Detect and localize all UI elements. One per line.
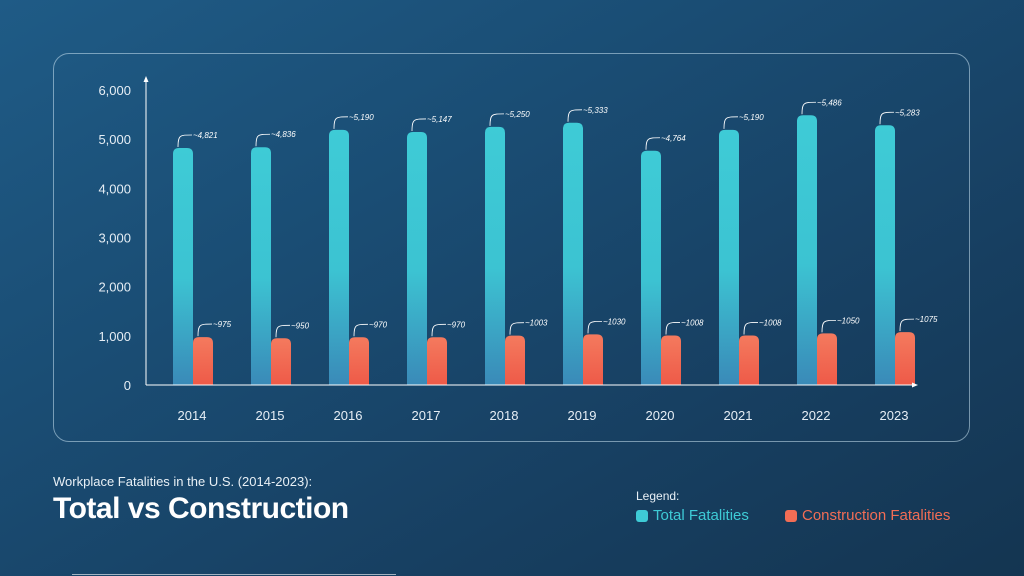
bar-construction-fatalities [661,335,681,385]
data-label-leader [801,101,817,115]
legend-label-total: Total Fatalities [653,507,749,524]
data-label-construction: ~970 [447,320,466,329]
data-label-leader [255,133,271,147]
bar-total-fatalities [563,122,583,386]
data-label-leader [489,113,505,126]
legend-swatch-construction [785,509,797,522]
bottom-divider [72,574,396,575]
x-tick-label: 2016 [334,408,363,423]
data-label-leader [821,319,837,333]
data-label-total: ~4,821 [193,131,218,140]
legend-item-total: Total Fatalities [636,507,749,524]
data-label-total: ~5,190 [739,113,764,122]
x-axis-ticks: 2014 2015 2016 2017 2018 2019 2020 2021 2022 2023 [178,408,909,423]
data-label-total: ~5,190 [349,113,374,122]
x-tick-label: 2018 [490,408,519,423]
bar-total-fatalities [719,129,739,385]
bar-total-fatalities [329,129,349,385]
data-label-construction: ~1008 [759,318,782,327]
bar-construction-fatalities [271,338,291,385]
data-label-construction: ~1008 [681,318,704,327]
bar-construction-fatalities [817,333,837,385]
data-label-construction: ~1075 [915,315,938,324]
x-axis-arrow [912,382,918,388]
y-axis-arrow [143,76,149,82]
y-tick-label: 0 [124,378,131,393]
x-tick-label: 2019 [568,408,597,423]
data-label-total: ~4,764 [661,134,686,143]
bar-construction-fatalities [739,335,759,385]
y-tick-label: 3,000 [98,231,131,246]
data-label-leader [275,324,291,338]
bar-chart: 0 1,000 2,000 3,000 4,000 5,000 6,000 2014 2015… [98,76,938,423]
y-tick-label: 1,000 [98,329,131,344]
data-label-construction: ~950 [291,321,310,330]
data-labels: ~4,821 ~4,836 ~5,190 ~5,147 ~5,250 ~5,333 ~4,7… [177,98,938,338]
data-label-total: ~5,486 [817,98,842,107]
data-label-total: ~4,836 [271,130,296,139]
data-label-leader [567,109,583,122]
y-tick-label: 4,000 [98,181,131,196]
legend-title: Legend: [636,489,680,503]
data-label-leader [743,322,759,335]
data-label-leader [587,320,603,334]
data-label-leader [431,323,447,337]
chart-panel: 0 1,000 2,000 3,000 4,000 5,000 6,000 2014 2015… [53,53,970,442]
bars [173,115,915,386]
chart-subtitle: Workplace Fatalities in the U.S. (2014-2… [53,474,313,489]
bar-total-fatalities [485,126,505,385]
bar-construction-fatalities [505,335,525,385]
data-label-construction: ~1003 [525,319,548,328]
legend-item-construction: Construction Fatalities [785,507,950,524]
data-label-total: ~5,333 [583,106,608,115]
x-tick-label: 2023 [880,408,909,423]
data-label-leader [723,116,739,129]
legend-label-construction: Construction Fatalities [802,507,951,524]
data-label-construction: ~1030 [603,317,626,326]
data-label-leader [879,111,895,125]
data-label-leader [177,134,193,147]
data-label-leader [197,323,213,337]
bar-total-fatalities [251,147,271,385]
bar-construction-fatalities [193,337,213,385]
bar-construction-fatalities [349,337,369,385]
chart-title: Total vs Construction [53,492,349,525]
data-label-total: ~5,283 [895,108,920,117]
y-axis-ticks: 0 1,000 2,000 3,000 4,000 5,000 6,000 [98,83,131,393]
bar-total-fatalities [797,115,817,385]
data-label-leader [411,118,427,131]
data-label-construction: ~970 [369,320,388,329]
data-label-leader [333,116,349,129]
bar-total-fatalities [875,125,895,385]
data-label-leader [353,323,369,337]
data-label-total: ~5,147 [427,115,452,124]
data-label-total: ~5,250 [505,110,530,119]
x-tick-label: 2015 [256,408,285,423]
bar-construction-fatalities [895,332,915,385]
bar-construction-fatalities [427,337,447,385]
x-tick-label: 2022 [802,408,831,423]
data-label-leader [645,137,661,150]
bar-construction-fatalities [583,334,603,385]
bar-total-fatalities [173,147,193,385]
bar-total-fatalities [407,131,427,385]
x-tick-label: 2017 [412,408,441,423]
data-label-leader [509,322,525,335]
x-tick-label: 2020 [646,408,675,423]
x-tick-label: 2021 [724,408,753,423]
data-label-leader [899,318,915,332]
data-label-construction: ~1050 [837,316,860,325]
y-tick-label: 5,000 [98,132,131,147]
y-tick-label: 6,000 [98,83,131,98]
legend-swatch-total [636,509,648,522]
y-tick-label: 2,000 [98,280,131,295]
data-label-leader [665,322,681,335]
data-label-construction: ~975 [213,320,232,329]
bar-total-fatalities [641,150,661,385]
x-tick-label: 2014 [178,408,207,423]
